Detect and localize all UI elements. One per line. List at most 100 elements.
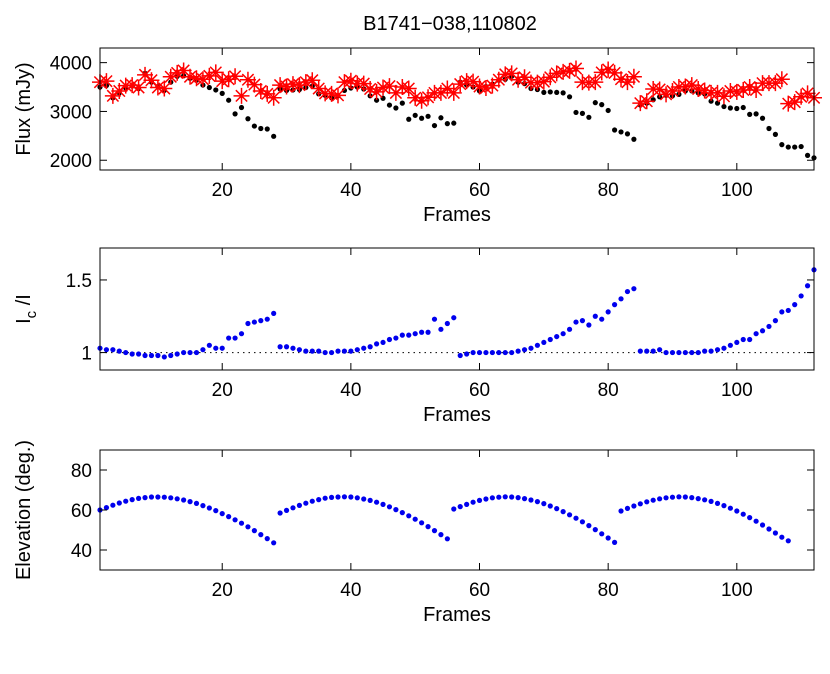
axes-box: [99, 247, 815, 371]
x-tick-label: 40: [340, 580, 361, 601]
data-point: [521, 347, 528, 353]
data-point-asterisk: [786, 94, 803, 111]
data-point: [309, 498, 315, 504]
y-tick-label: 1.5: [66, 271, 92, 292]
x-tick-label: 80: [598, 180, 619, 201]
x-tick-label: 40: [340, 380, 361, 401]
data-point-asterisk: [741, 79, 758, 96]
data-point-asterisk: [452, 76, 469, 93]
data-point: [534, 342, 541, 348]
data-point: [412, 516, 418, 522]
y-tick-label: 60: [71, 501, 92, 522]
data-point: [740, 511, 746, 517]
data-point: [476, 349, 483, 356]
data-point: [258, 532, 264, 538]
data-point: [373, 97, 380, 103]
data-point-asterisk: [510, 71, 527, 88]
x-tick-label: 20: [212, 380, 233, 401]
data-point: [753, 518, 759, 524]
y-axis-label: Elevation (deg.): [13, 440, 35, 580]
data-point-asterisk: [387, 84, 404, 101]
data-point: [714, 347, 721, 353]
data-point: [283, 507, 290, 513]
x-axis-label: Frames: [423, 204, 491, 226]
data-point-asterisk: [394, 79, 411, 96]
data-point: [573, 515, 579, 521]
data-point-asterisk: [214, 73, 231, 90]
data-point: [592, 313, 598, 319]
data-point: [547, 89, 553, 95]
data-point-asterisk: [651, 81, 668, 98]
data-point: [335, 348, 341, 354]
data-point: [631, 286, 637, 292]
data-point-asterisk: [632, 95, 649, 112]
data-point: [611, 302, 618, 308]
data-point: [277, 344, 283, 350]
data-point: [618, 508, 624, 514]
data-point-asterisk: [188, 70, 205, 87]
data-point: [206, 84, 212, 91]
data-point: [708, 348, 714, 354]
data-point: [560, 331, 566, 337]
data-point: [759, 115, 766, 121]
data-point-asterisk: [259, 85, 276, 102]
data-point: [129, 497, 135, 503]
data-point-asterisk: [310, 80, 327, 97]
data-point-asterisk: [162, 68, 179, 85]
data-point: [187, 499, 193, 505]
data-point: [444, 320, 450, 327]
data-point: [528, 497, 534, 503]
data-point: [721, 103, 727, 110]
data-point: [193, 500, 200, 506]
data-point-asterisk: [284, 76, 301, 93]
y-tick-label: 80: [71, 461, 92, 482]
data-point: [464, 501, 470, 507]
data-point-asterisk: [709, 84, 726, 101]
data-point: [747, 515, 753, 521]
data-point: [200, 347, 206, 353]
data-point: [753, 111, 759, 117]
data-point: [361, 496, 367, 502]
data-point-asterisk: [239, 71, 256, 88]
data-point-asterisk: [535, 73, 552, 90]
data-point: [245, 524, 251, 530]
data-point: [168, 495, 174, 501]
data-point-asterisk: [98, 73, 115, 90]
data-point: [451, 315, 457, 321]
data-point: [663, 349, 669, 356]
data-point: [451, 120, 457, 126]
data-point: [528, 345, 534, 351]
data-point: [116, 500, 122, 506]
x-tick-label: 60: [469, 180, 490, 201]
data-point-asterisk: [445, 84, 462, 101]
data-point: [669, 349, 676, 356]
data-point: [792, 144, 798, 150]
data-point: [483, 349, 489, 356]
data-point: [245, 116, 251, 122]
data-point: [804, 152, 811, 158]
data-point: [168, 352, 174, 359]
data-point-asterisk: [330, 87, 346, 104]
data-point: [303, 500, 309, 506]
data-point: [438, 532, 444, 538]
data-point-asterisk: [149, 79, 166, 96]
data-point: [116, 348, 122, 354]
data-point-asterisk: [561, 62, 578, 79]
flux-panel: 20 40 60 80 100 2000 3000 4000 Frames Flux (mJy): [13, 47, 822, 226]
data-point: [354, 495, 360, 501]
axes-box: [99, 47, 815, 171]
data-point-asterisk: [368, 83, 385, 100]
data-point: [515, 348, 521, 354]
data-point-asterisk: [735, 81, 752, 98]
data-point: [708, 98, 714, 104]
data-point: [444, 536, 450, 542]
data-point: [727, 105, 733, 111]
data-point: [714, 500, 721, 506]
data-point: [734, 508, 740, 514]
data-point: [425, 524, 431, 530]
data-point: [155, 352, 161, 359]
data-point: [663, 495, 669, 501]
data-point: [258, 318, 264, 324]
data-point: [579, 110, 586, 116]
data-point: [142, 352, 148, 359]
